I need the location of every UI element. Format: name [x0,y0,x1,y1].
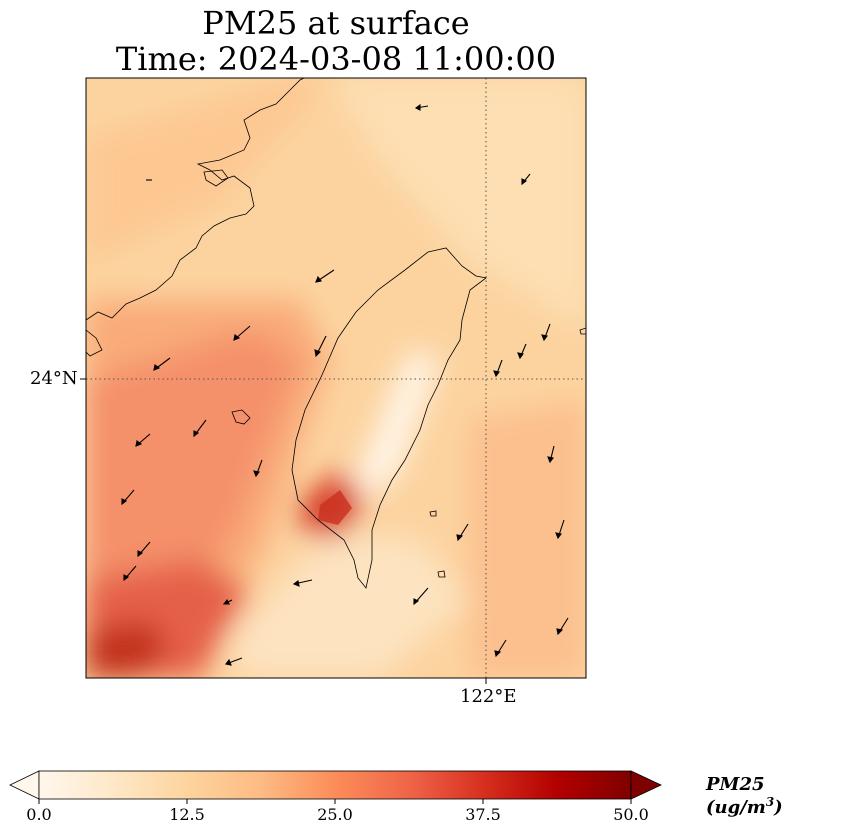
wind-arrowhead [121,498,128,506]
green-island [429,510,437,517]
wind-arrowhead [414,103,421,111]
wind-vectors [121,103,569,666]
taiwan-coastline [291,247,487,589]
wind-arrowhead [493,370,500,378]
colorbar-extend-max [630,770,662,800]
wind-arrowhead [153,364,161,371]
colorbar-label-text: PM25 (ug/m [706,774,766,818]
wind-arrowhead [253,470,260,478]
coastal-island [203,169,229,187]
yonaguni-island [579,327,586,335]
colorbar-tick-label: 0.0 [26,805,52,824]
wind-arrowhead [315,275,322,283]
pm25-peak-region-southwest [86,620,170,678]
wind-arrowhead [456,534,464,542]
orchid-island [437,570,446,578]
map-timestamp: Time: 2024-03-08 11:00:00 [115,40,557,78]
colorbar-label: PM25 (ug/m3) [706,774,843,818]
wind-arrowhead [555,532,562,540]
lat-tick-label: 24°N [30,368,78,389]
wind-arrowhead [413,598,420,606]
lon-tick-label: 122°E [460,686,517,707]
wind-arrowhead [547,456,554,464]
colorbar-label-exponent: 3 [765,795,775,809]
wind-arrowhead [521,178,528,186]
colorbar-extend-min [9,770,40,800]
colorbar-tick-label: 12.5 [169,805,205,824]
wind-arrowhead [137,550,144,558]
wind-arrowhead [225,658,232,666]
mainland-coastline [86,78,305,321]
colorbar [9,770,662,804]
colorbar-tick-label: 25.0 [317,805,353,824]
wind-arrowhead [556,628,564,636]
wind-arrowhead [135,440,143,447]
colorbar-tickmarks [38,799,632,804]
penghu-islands [231,409,251,425]
map-frame [85,77,587,679]
colorbar-tick-label: 50.0 [613,805,649,824]
pm25-moderate-region-east [470,400,586,678]
pm25-clean-plume-south [230,530,470,678]
wind-arrowhead [314,349,321,358]
mainland-coastline-south [86,329,103,357]
wind-arrowhead [233,334,241,341]
pm25-clean-mountain-strip [355,350,440,500]
wind-arrowhead [292,580,300,587]
pm25-low-region-north [330,78,586,330]
colorbar-label-suffix: ) [774,797,783,818]
wind-arrowhead [494,650,502,658]
pm25-hotspot-core [318,490,352,525]
colorbar-tick-label: 37.5 [465,805,501,824]
map-title: PM25 at surface [202,4,470,42]
pm25-map [80,77,587,684]
colorbar-gradient [38,770,632,800]
wind-arrowhead [193,430,200,438]
wind-arrowhead [517,352,524,360]
wind-arrowhead [123,574,130,582]
wind-arrowhead [222,598,230,605]
wind-arrowhead [541,334,548,342]
